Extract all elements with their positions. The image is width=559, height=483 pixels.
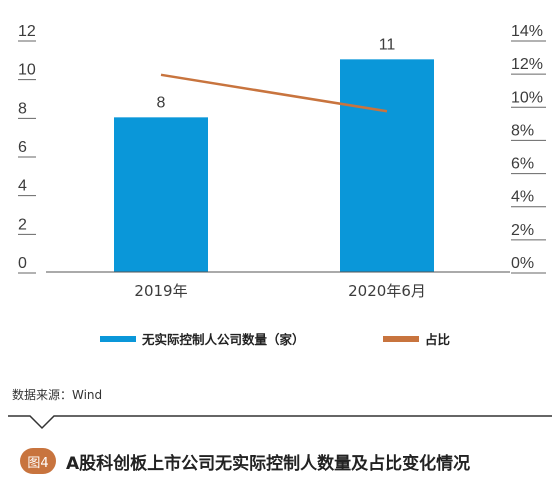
right-tick-label: 14% <box>511 23 543 40</box>
right-tick-label: 2% <box>511 222 534 239</box>
right-axis-ticks: 0% 2% 4% 6% 8% 10% 12% 14% <box>511 23 546 274</box>
legend: 无实际控制人公司数量（家） 占比 <box>0 329 559 349</box>
bar-data-label: 11 <box>379 36 396 53</box>
category-label: 2019年 <box>134 282 187 300</box>
category-label: 2020年6月 <box>348 282 426 300</box>
legend-swatch-line <box>383 335 419 342</box>
left-tick-label: 12 <box>18 23 36 40</box>
right-tick-label: 0% <box>511 255 534 272</box>
left-tick-label: 0 <box>18 255 27 272</box>
bar <box>340 59 434 273</box>
left-tick-label: 10 <box>18 62 36 79</box>
left-tick-label: 8 <box>18 100 27 117</box>
figure-caption: 图4 A股科创板上市公司无实际控制人数量及占比变化情况 <box>20 448 470 474</box>
bar <box>114 117 208 272</box>
category-labels: 2019年 2020年6月 <box>134 282 425 300</box>
left-tick-label: 2 <box>18 216 27 233</box>
line-path <box>160 73 388 113</box>
bar-series <box>114 59 434 273</box>
data-labels: 8 11 <box>157 36 396 111</box>
figure-title: A股科创板上市公司无实际控制人数量及占比变化情况 <box>66 453 471 474</box>
right-tick-label: 6% <box>511 156 534 173</box>
left-tick-label: 6 <box>18 139 27 156</box>
legend-label-bar: 无实际控制人公司数量（家） <box>142 332 305 347</box>
right-tick-label: 10% <box>511 89 543 106</box>
legend-swatch-bar <box>100 335 136 342</box>
legend-label-line: 占比 <box>425 332 451 347</box>
legend-item-bar: 无实际控制人公司数量（家） <box>100 329 305 348</box>
bar-data-label: 8 <box>157 94 166 111</box>
data-source: 数据来源：Wind <box>12 388 103 402</box>
caption-divider <box>8 415 552 430</box>
right-tick-label: 4% <box>511 189 534 206</box>
left-tick-label: 4 <box>18 178 27 195</box>
line-series <box>160 73 388 113</box>
left-axis-ticks: 0 2 4 6 8 10 12 <box>18 23 36 274</box>
right-tick-label: 8% <box>511 122 534 139</box>
legend-item-line: 占比 <box>383 329 450 348</box>
right-tick-label: 12% <box>511 56 543 73</box>
figure-badge: 图4 <box>20 448 56 474</box>
